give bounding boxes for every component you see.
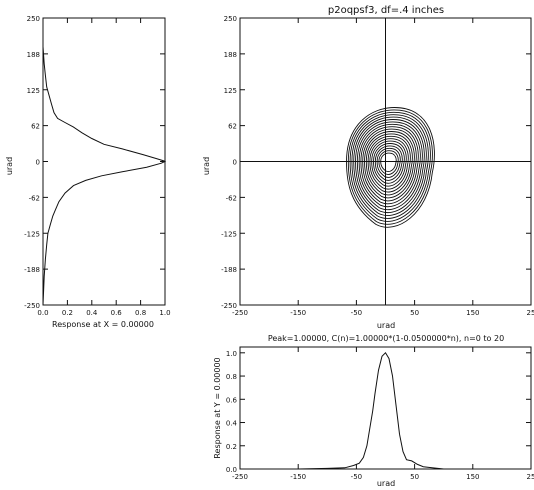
bottom-ytick-label: 1.0 <box>226 350 237 358</box>
contour-level-19 <box>380 152 397 172</box>
bottom-xtick-label: -250 <box>232 473 248 481</box>
contour-level-3 <box>351 114 429 219</box>
contour-level-18 <box>378 150 399 175</box>
contour-level-4 <box>353 116 427 216</box>
left-xtick-label: 1.0 <box>159 309 170 317</box>
main-ytick-label: 188 <box>224 51 237 59</box>
contour-level-9 <box>362 128 417 202</box>
main-ytick-label: -188 <box>221 266 237 274</box>
contour-level-1 <box>347 109 433 225</box>
left-response-curve <box>42 18 167 306</box>
bottom-ytick-label: 0.4 <box>226 420 238 428</box>
contour-level-8 <box>360 126 419 205</box>
main-ytick-label: -62 <box>226 194 237 202</box>
bottom-ytick-label: 0.8 <box>226 373 237 381</box>
left-plot-ylabel: urad <box>5 157 14 175</box>
left-xtick-label: 0.8 <box>135 309 146 317</box>
contour-level-2 <box>349 111 431 222</box>
left-ytick-label: -250 <box>24 302 40 310</box>
bottom-response-curve <box>240 351 531 470</box>
left-ytick-label: 188 <box>27 51 40 59</box>
bottom-plot-ylabel: Response at Y = 0.00000 <box>213 357 222 458</box>
contour-level-17 <box>376 147 401 178</box>
contour-group <box>346 107 435 228</box>
bottom-ytick-label: 0.6 <box>226 396 238 404</box>
contour-level-6 <box>356 121 423 210</box>
left-ytick-label: -188 <box>24 266 40 274</box>
main-ytick-label: 0 <box>233 159 237 167</box>
main-ytick-label: 62 <box>228 123 237 131</box>
main-plot-title: p2oqpsf3, df=.4 inches <box>328 5 444 16</box>
left-xtick-label: 0.6 <box>111 309 123 317</box>
left-xtick-label: 0.2 <box>62 309 73 317</box>
bottom-xtick-label: 50 <box>410 473 419 481</box>
contour-level-5 <box>355 119 425 213</box>
bottom-plot-xlabel: urad <box>377 479 395 488</box>
main-xtick-label: 150 <box>466 309 479 317</box>
bottom-xtick-label: 150 <box>466 473 479 481</box>
contour-level-14 <box>371 140 407 187</box>
contour-level-11 <box>365 133 413 196</box>
contour-level-7 <box>358 123 421 208</box>
contour-level-13 <box>369 138 409 190</box>
contour-level-10 <box>364 131 415 199</box>
bottom-xtick-label: 25 <box>527 473 534 481</box>
left-ytick-label: 125 <box>27 87 40 95</box>
main-xtick-label: -150 <box>290 309 306 317</box>
main-plot-ylabel: urad <box>202 157 211 175</box>
left-ytick-label: 62 <box>31 123 40 131</box>
main-plot-xlabel: urad <box>377 321 395 330</box>
main-ytick-label: 125 <box>224 87 237 95</box>
bottom-plot-frame <box>239 346 532 470</box>
contour-level-15 <box>373 143 405 184</box>
left-ytick-label: 0 <box>36 159 40 167</box>
bottom-ytick-label: 0.0 <box>226 466 237 474</box>
left-ytick-label: 250 <box>27 15 40 23</box>
contour-level-12 <box>367 135 411 193</box>
main-xtick-label: -50 <box>351 309 362 317</box>
contour-level-16 <box>374 145 403 181</box>
main-xtick-label: 50 <box>410 309 419 317</box>
main-xtick-label: -250 <box>232 309 248 317</box>
left-plot-frame <box>42 17 166 306</box>
bottom-ytick-label: 0.2 <box>226 443 237 451</box>
contour-level-0 <box>346 107 435 228</box>
main-ytick-label: -250 <box>221 302 237 310</box>
left-xtick-label: 0.0 <box>37 309 48 317</box>
main-ytick-label: 250 <box>224 15 237 23</box>
bottom-plot-title: Peak=1.00000, C(n)=1.00000*(1-0.0500000*… <box>268 334 504 343</box>
bottom-xtick-label: -50 <box>351 473 362 481</box>
left-ytick-label: -125 <box>24 230 40 238</box>
main-xtick-label: 25 <box>527 309 534 317</box>
left-plot-xlabel: Response at X = 0.00000 <box>52 320 154 329</box>
bottom-xtick-label: -150 <box>290 473 306 481</box>
main-ytick-label: -125 <box>221 230 237 238</box>
left-xtick-label: 0.4 <box>86 309 98 317</box>
left-ytick-label: -62 <box>29 194 40 202</box>
